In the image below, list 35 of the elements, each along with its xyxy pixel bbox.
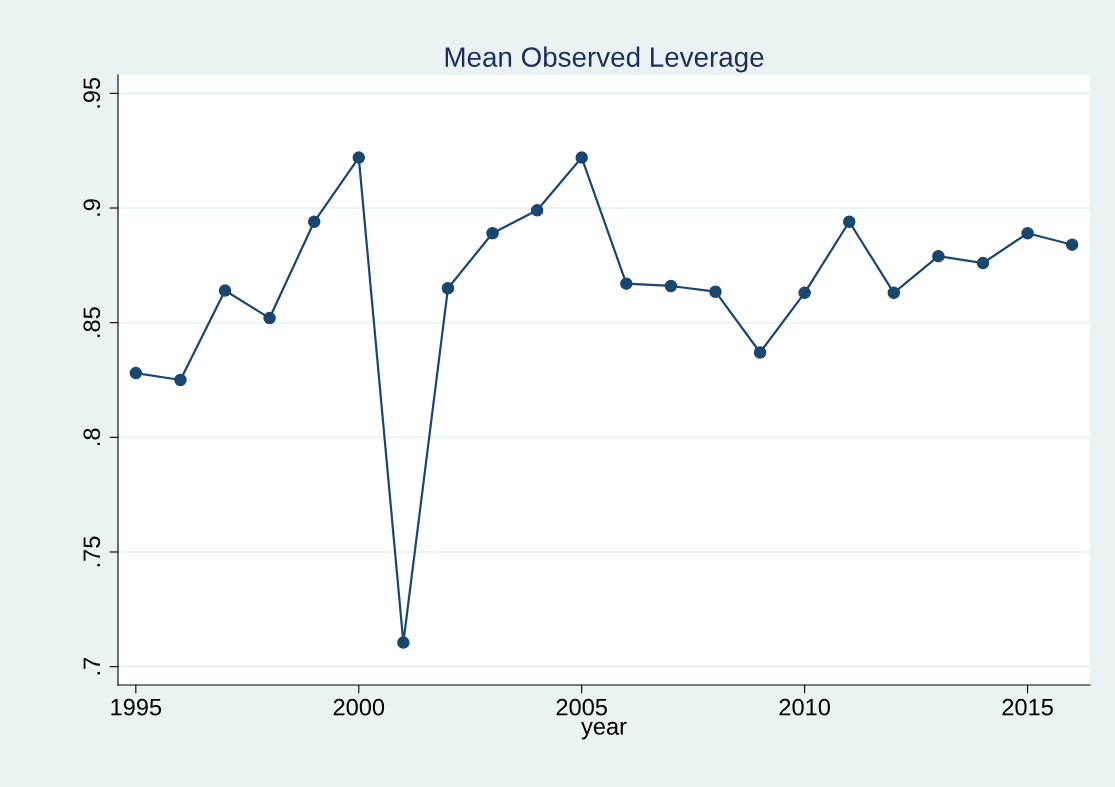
- point: [486, 226, 499, 240]
- point: [842, 215, 856, 229]
- point: [1021, 226, 1034, 240]
- x-tick-label: 2010: [779, 698, 830, 716]
- chart-title: Mean Observed Leverage: [445, 46, 764, 73]
- point: [174, 373, 187, 387]
- point: [1065, 238, 1079, 251]
- point: [307, 215, 321, 229]
- point: [709, 285, 722, 298]
- y-tick-label: .7: [83, 657, 100, 675]
- point: [976, 256, 990, 270]
- point: [263, 311, 276, 325]
- x-tick-label: 2005: [556, 698, 607, 716]
- point: [664, 279, 678, 293]
- point: [218, 284, 232, 297]
- point: [129, 366, 143, 380]
- y-tick-label: .8: [83, 428, 101, 446]
- point: [441, 282, 455, 295]
- y-tick-label: .85: [83, 307, 101, 337]
- y-tick-label: .75: [83, 536, 101, 567]
- point: [575, 151, 588, 164]
- point: [397, 636, 410, 649]
- x-tick-label: 2000: [333, 698, 385, 716]
- point: [798, 286, 811, 300]
- point: [932, 249, 945, 263]
- point: [352, 151, 366, 164]
- point: [887, 286, 901, 300]
- point: [753, 346, 767, 359]
- x-tick-label: 2015: [1002, 698, 1053, 716]
- x-axis-title: year: [581, 721, 627, 740]
- x-tick-label: 1995: [111, 698, 162, 716]
- y-tick-label: .9: [83, 199, 101, 216]
- point: [530, 204, 544, 217]
- point: [620, 277, 633, 290]
- y-tick-label: .95: [83, 77, 101, 108]
